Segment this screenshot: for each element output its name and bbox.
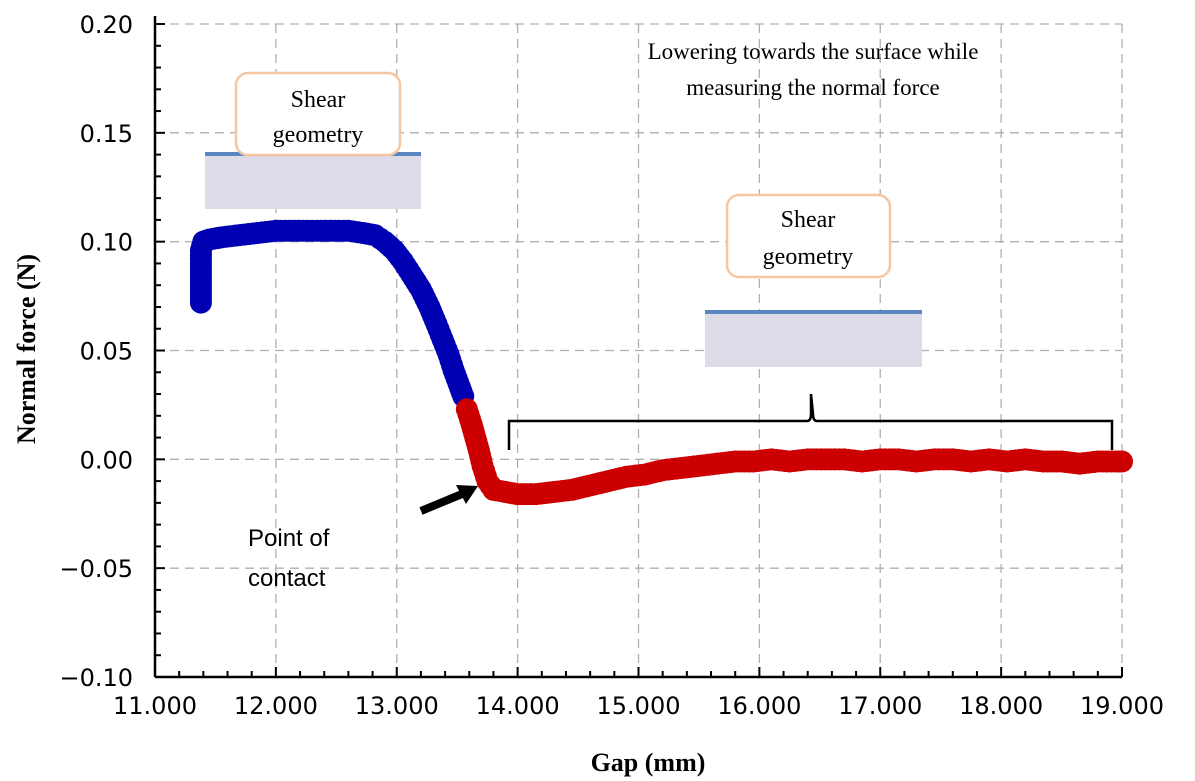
contact-arrow <box>419 485 478 515</box>
data-point <box>1111 450 1133 473</box>
y-tick-label: 0.10 <box>80 229 133 257</box>
x-tick-label: 16.000 <box>717 692 801 720</box>
x-tick-label: 12.000 <box>234 692 318 720</box>
box2-line1: Shear <box>781 207 836 233</box>
box2-line2: geometry <box>763 244 854 270</box>
box1-line1: Shear <box>291 87 346 113</box>
y-tick-label: −0.05 <box>59 555 133 583</box>
geometry-label-box-2 <box>725 193 892 279</box>
y-tick-label: 0.15 <box>80 120 133 148</box>
y-tick-label: −0.10 <box>59 664 133 692</box>
x-tick-label: 19.000 <box>1080 692 1164 720</box>
grid-layer <box>155 23 1123 677</box>
x-tick-label: 15.000 <box>597 692 681 720</box>
y-tick-label: 0.20 <box>80 11 133 39</box>
data-points <box>189 219 1133 506</box>
box1-line2: geometry <box>273 122 364 148</box>
x-axis-title: Gap (mm) <box>591 748 706 777</box>
y-axis-title: Normal force (N) <box>12 254 41 444</box>
geometry-label-box-1 <box>234 71 402 157</box>
top-note-line2: measuring the normal force <box>686 75 940 100</box>
axes-layer <box>153 16 1123 679</box>
geometry-illustration-1: Shear geometry <box>205 71 421 209</box>
curly-brace <box>507 393 1114 450</box>
x-tick-label: 13.000 <box>355 692 439 720</box>
tick-labels: −0.10 −0.05 0.00 0.05 0.10 0.15 0.20 11.000 12.0… <box>59 11 1164 720</box>
y-tick-label: 0.05 <box>80 338 133 366</box>
y-tick-label: 0.00 <box>80 446 133 474</box>
x-tick-label: 14.000 <box>476 692 560 720</box>
x-tick-label: 18.000 <box>959 692 1043 720</box>
contact-line1: Point of <box>248 525 330 552</box>
top-note-line1: Lowering towards the surface while <box>648 39 979 64</box>
x-tick-label: 17.000 <box>838 692 922 720</box>
x-tick-label: 11.000 <box>113 692 197 720</box>
geometry-illustration-2: Shear geometry <box>705 193 922 367</box>
contact-line2: contact <box>248 565 326 592</box>
